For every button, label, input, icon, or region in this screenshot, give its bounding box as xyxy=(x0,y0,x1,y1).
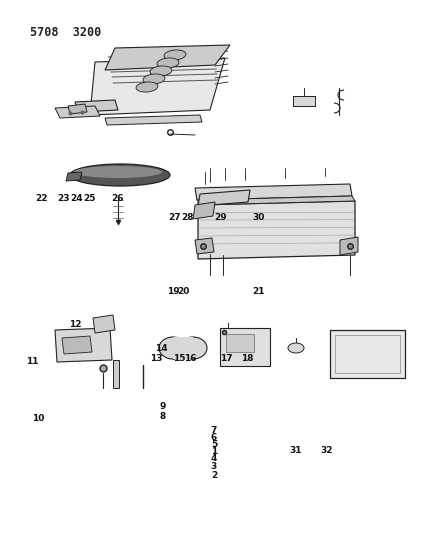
Polygon shape xyxy=(105,115,202,125)
Text: 3: 3 xyxy=(211,462,217,471)
Polygon shape xyxy=(75,100,118,112)
Polygon shape xyxy=(93,315,115,333)
Ellipse shape xyxy=(164,50,186,60)
Text: 22: 22 xyxy=(36,195,48,203)
Polygon shape xyxy=(340,237,358,255)
Text: 31: 31 xyxy=(289,447,302,455)
Text: 6: 6 xyxy=(211,433,217,441)
Text: 21: 21 xyxy=(253,287,265,296)
Polygon shape xyxy=(193,202,215,219)
Polygon shape xyxy=(66,172,82,181)
Text: 5708  3200: 5708 3200 xyxy=(30,26,101,39)
Bar xyxy=(335,335,400,373)
Ellipse shape xyxy=(157,58,179,68)
Bar xyxy=(173,337,193,359)
Text: 4: 4 xyxy=(211,455,217,463)
Ellipse shape xyxy=(143,74,165,84)
Polygon shape xyxy=(55,106,100,118)
Bar xyxy=(293,96,315,106)
Polygon shape xyxy=(195,184,352,200)
Polygon shape xyxy=(90,58,225,115)
Text: 10: 10 xyxy=(33,415,45,423)
Text: 12: 12 xyxy=(68,320,81,328)
Text: 28: 28 xyxy=(181,213,194,222)
Text: 2: 2 xyxy=(211,472,217,480)
Bar xyxy=(226,334,254,352)
Text: 13: 13 xyxy=(150,354,163,362)
Text: 30: 30 xyxy=(253,213,265,222)
Polygon shape xyxy=(55,328,112,362)
Ellipse shape xyxy=(70,164,170,186)
Text: 1: 1 xyxy=(211,448,217,456)
Text: 18: 18 xyxy=(241,354,254,362)
Text: 11: 11 xyxy=(26,357,39,366)
Text: 27: 27 xyxy=(168,213,181,222)
Text: 24: 24 xyxy=(70,195,83,203)
Ellipse shape xyxy=(74,166,162,178)
Polygon shape xyxy=(195,238,214,254)
Polygon shape xyxy=(198,190,250,206)
Text: 9: 9 xyxy=(160,402,166,410)
Text: 15: 15 xyxy=(172,354,185,362)
Polygon shape xyxy=(68,104,87,114)
Text: 25: 25 xyxy=(83,195,96,203)
Ellipse shape xyxy=(136,82,158,92)
Ellipse shape xyxy=(179,337,207,359)
Text: 26: 26 xyxy=(111,195,124,203)
Bar xyxy=(113,360,119,388)
Text: 8: 8 xyxy=(160,413,166,421)
Text: 5: 5 xyxy=(211,440,217,449)
Bar xyxy=(330,330,405,378)
Polygon shape xyxy=(105,45,230,70)
Bar xyxy=(220,328,270,366)
Text: 16: 16 xyxy=(184,354,197,362)
Text: 20: 20 xyxy=(177,287,189,296)
Polygon shape xyxy=(198,201,355,259)
Text: 14: 14 xyxy=(155,344,168,353)
Text: 17: 17 xyxy=(220,354,233,362)
Text: 32: 32 xyxy=(320,447,333,455)
Polygon shape xyxy=(198,196,355,205)
Ellipse shape xyxy=(150,66,172,76)
Ellipse shape xyxy=(288,343,304,353)
Text: 19: 19 xyxy=(167,287,180,296)
Text: 23: 23 xyxy=(57,195,70,203)
Polygon shape xyxy=(62,336,92,354)
Text: 29: 29 xyxy=(214,213,227,222)
Text: 7: 7 xyxy=(211,426,217,434)
Ellipse shape xyxy=(159,337,187,359)
